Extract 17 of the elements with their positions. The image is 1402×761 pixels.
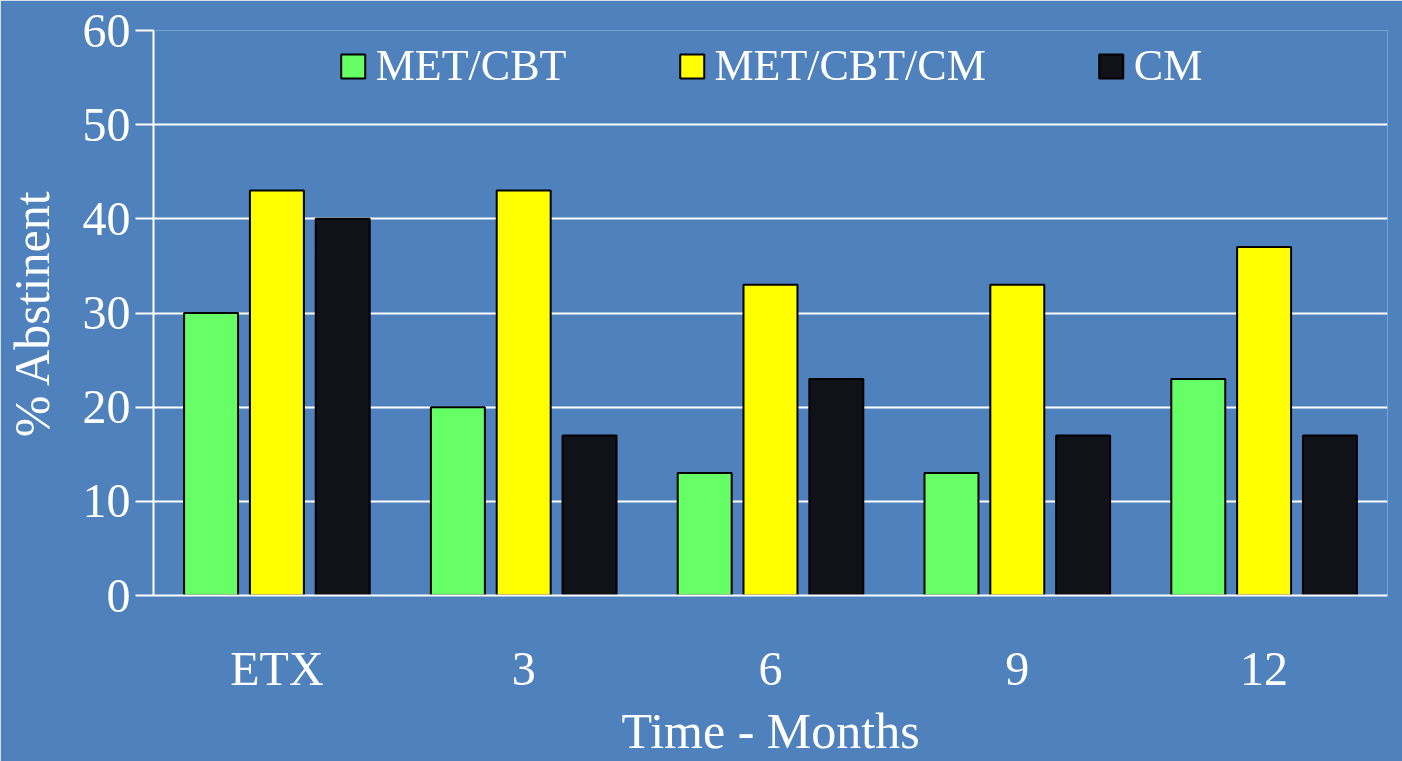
x-tick-label: ETX	[230, 641, 324, 695]
x-tick-label: 9	[1005, 641, 1030, 695]
legend-label: MET/CBT/CM	[714, 40, 986, 91]
y-tick-label: 50	[82, 97, 131, 151]
y-tick-label: 10	[82, 474, 131, 528]
y-tick-label: 30	[82, 286, 131, 339]
x-tick-label: 12	[1240, 641, 1289, 695]
x-axis-title: Time - Months	[621, 702, 920, 759]
y-tick-label: 60	[82, 3, 131, 57]
x-tick-label: 3	[511, 641, 536, 695]
y-tick-label: 40	[82, 191, 131, 245]
x-tick-label: 6	[758, 641, 783, 695]
y-tick-label: 20	[82, 380, 131, 434]
y-tick-label: 0	[106, 568, 131, 622]
legend-label: CM	[1133, 40, 1203, 91]
legend-label: MET/CBT	[375, 40, 567, 91]
y-axis-title: % Abstinent	[3, 191, 60, 438]
